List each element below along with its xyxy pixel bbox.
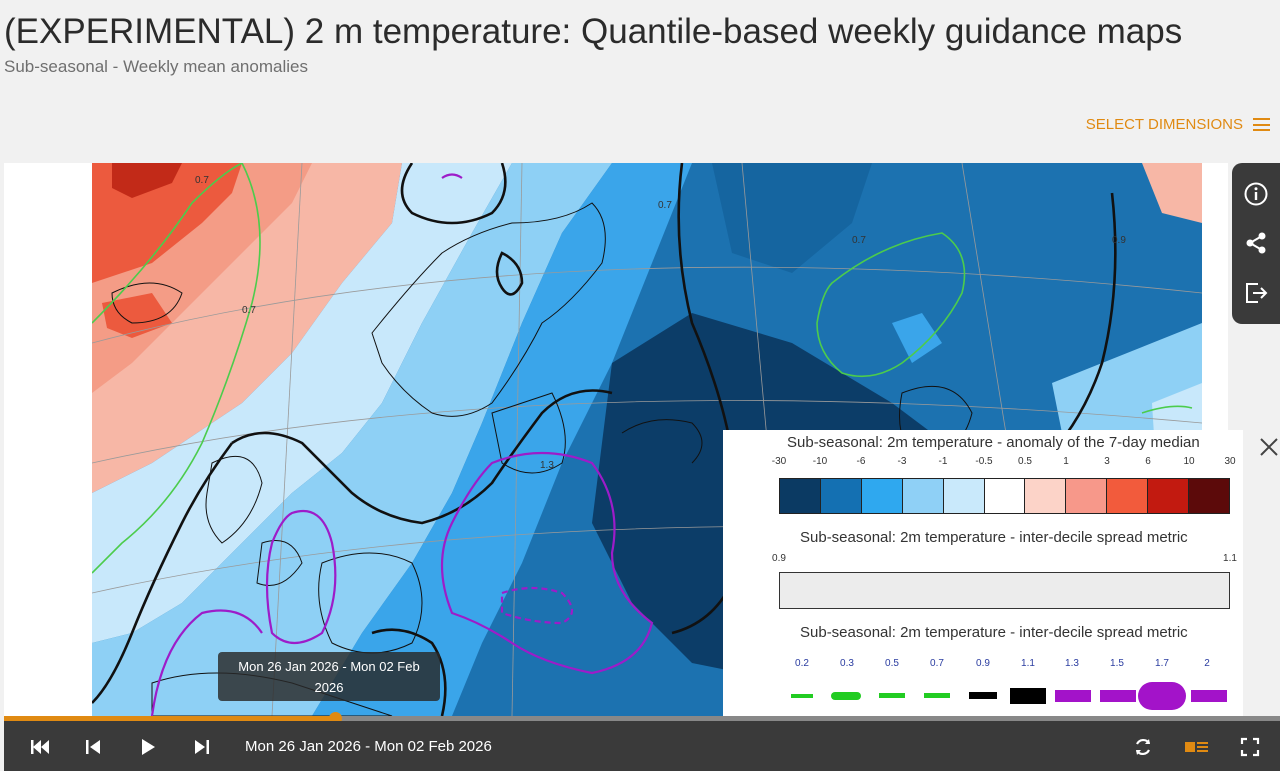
legend-color-swatch — [1148, 479, 1190, 513]
legend-tick: 3 — [1104, 456, 1110, 467]
legend-tick: -10 — [812, 456, 828, 467]
side-toolbar — [1232, 163, 1280, 324]
very-hot-region — [112, 163, 182, 198]
legend-swatch-0.5 — [879, 693, 905, 698]
legend-title-spread-contours: Sub-seasonal: 2m temperature - inter-dec… — [800, 624, 1188, 641]
page-title: (EXPERIMENTAL) 2 m temperature: Quantile… — [4, 12, 1183, 51]
timeline-progress — [4, 716, 336, 721]
inland-sea-patch — [892, 313, 942, 363]
legend-swatch-0.9 — [969, 692, 997, 699]
tooltip-line2: 2026 — [314, 680, 344, 695]
contour-label: 1.3 — [540, 460, 554, 471]
contour-label: 0.7 — [658, 200, 672, 211]
legend-color-swatch — [902, 479, 944, 513]
player-controls: Mon 26 Jan 2026 - Mon 02 Feb 2026 — [4, 721, 1280, 771]
step-forward-icon[interactable] — [190, 736, 212, 758]
legend-color-swatch — [1025, 479, 1067, 513]
legend-color-swatch — [1066, 479, 1108, 513]
legend-tick: 1.1 — [1223, 553, 1237, 564]
contour-label: 0.7 — [195, 175, 209, 186]
layers-icon[interactable] — [1184, 736, 1208, 758]
legend-swatch-0.3 — [831, 692, 861, 700]
legend-tick: -1 — [938, 456, 948, 467]
legend-tick: 0.9 — [976, 658, 990, 669]
fullscreen-icon[interactable] — [1239, 736, 1261, 758]
cold-region-north — [712, 163, 872, 273]
legend-color-swatch — [943, 479, 985, 513]
legend-tick: -30 — [771, 456, 787, 467]
legend-spread-bar — [779, 572, 1230, 609]
share-icon[interactable] — [1241, 228, 1271, 258]
legend-tick: 10 — [1183, 456, 1195, 467]
menu-icon — [1253, 118, 1270, 131]
iceland-hot-region — [102, 293, 172, 338]
legend-tick: 0.3 — [840, 658, 854, 669]
legend-color-swatch — [820, 479, 862, 513]
legend-swatch-1.3 — [1055, 690, 1091, 702]
legend-tick: 0.2 — [795, 658, 809, 669]
legend-tick: 0.7 — [930, 658, 944, 669]
mid-blue-region — [312, 163, 692, 716]
legend-color-swatch — [780, 479, 821, 513]
legend-tick: -3 — [897, 456, 907, 467]
info-icon[interactable] — [1241, 179, 1271, 209]
legend-color-swatch — [984, 479, 1026, 513]
skip-to-start-icon[interactable] — [29, 736, 51, 758]
contour-label: 0.7 — [852, 235, 866, 246]
player-date-range: Mon 26 Jan 2026 - Mon 02 Feb 2026 — [245, 738, 492, 755]
legend-swatch-0.2 — [791, 694, 813, 698]
legend-tick: -6 — [856, 456, 866, 467]
contour-label: 0.7 — [242, 305, 256, 316]
legend-tick: 0.9 — [772, 553, 786, 564]
legend-swatch-0.7 — [924, 693, 950, 698]
legend-tick: 1.1 — [1021, 658, 1035, 669]
legend-colorbar — [779, 478, 1230, 514]
export-icon[interactable] — [1241, 278, 1271, 308]
legend-title-spread: Sub-seasonal: 2m temperature - inter-dec… — [800, 529, 1188, 546]
step-back-icon[interactable] — [83, 736, 105, 758]
cool-anomaly-region — [92, 163, 512, 643]
legend-color-swatch — [1189, 479, 1229, 513]
date-tooltip: Mon 26 Jan 2026 - Mon 02 Feb 2026 — [218, 652, 440, 701]
legend-tick: 1.7 — [1155, 658, 1169, 669]
legend-tick: 1.3 — [1065, 658, 1079, 669]
legend-swatch-1.7 — [1138, 682, 1186, 710]
legend-tick: 0.5 — [1018, 456, 1032, 467]
legend-swatch-1.1 — [1010, 688, 1046, 704]
play-icon[interactable] — [137, 736, 159, 758]
legend-contour-swatches — [791, 682, 1227, 710]
legend-tick: -0.5 — [975, 456, 993, 467]
legend-tick: 6 — [1145, 456, 1151, 467]
legend-tick: 2 — [1204, 658, 1210, 669]
loop-icon[interactable] — [1132, 736, 1154, 758]
green-contours — [92, 163, 1193, 574]
light-blue-region — [92, 163, 612, 716]
select-dimensions-label: SELECT DIMENSIONS — [1085, 116, 1243, 133]
purple-contours — [150, 173, 654, 716]
legend-panel: Sub-seasonal: 2m temperature - anomaly o… — [723, 430, 1243, 716]
tooltip-line1: Mon 26 Jan 2026 - Mon 02 Feb — [238, 659, 420, 674]
legend-color-swatch — [861, 479, 903, 513]
legend-tick: 1.5 — [1110, 658, 1124, 669]
close-icon[interactable] — [1258, 436, 1280, 458]
select-dimensions-button[interactable]: SELECT DIMENSIONS — [1086, 116, 1270, 133]
contour-label: 0.9 — [1112, 235, 1126, 246]
legend-tick: 1 — [1063, 456, 1069, 467]
legend-tick: 30 — [1224, 456, 1236, 467]
east-warm-region — [1142, 163, 1202, 223]
legend-title-anomaly: Sub-seasonal: 2m temperature - anomaly o… — [787, 434, 1200, 451]
legend-swatch-1.5 — [1100, 690, 1136, 702]
legend-tick: 0.5 — [885, 658, 899, 669]
legend-swatch-2 — [1191, 690, 1227, 702]
page-subtitle: Sub-seasonal - Weekly mean anomalies — [4, 57, 308, 76]
legend-color-swatch — [1107, 479, 1149, 513]
contour-label-group: 0.7 0.7 0.7 0.9 0.7 1.3 — [195, 175, 1126, 471]
